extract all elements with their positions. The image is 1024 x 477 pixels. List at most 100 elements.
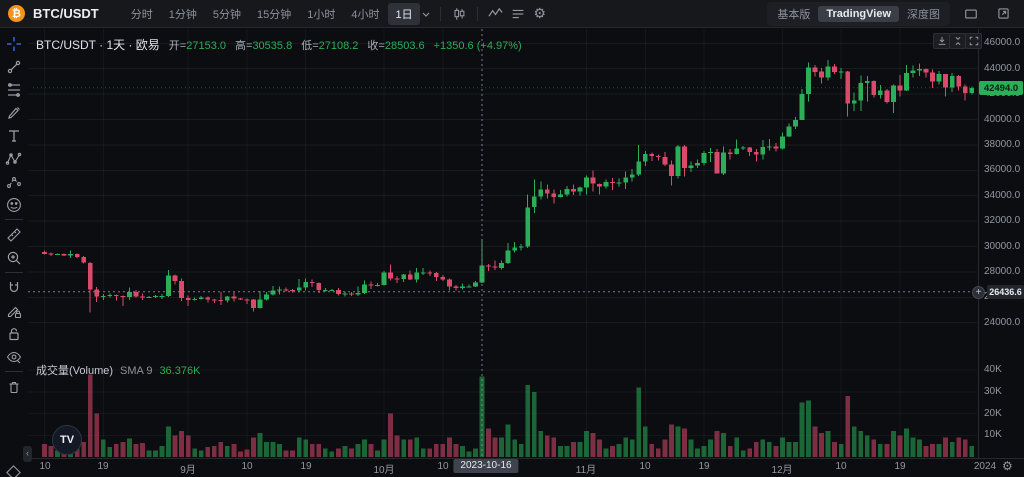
tool-magnet[interactable] (2, 276, 26, 299)
tool-text[interactable] (2, 124, 26, 147)
timeframe-fenshi[interactable]: 分时 (130, 8, 153, 21)
divider (439, 6, 441, 21)
toolbar-divider (5, 371, 23, 372)
grid-layer (28, 29, 977, 457)
crosshair-price-badge: 26436.6 (987, 285, 1024, 299)
volume-tick-label: 30K (984, 386, 1002, 397)
price-tick-label: 44000.0 (984, 63, 1021, 74)
time-axis-labels: 10 19 9月 10 19 10月 10 11月 10 19 12月 10 19 2024 (28, 458, 1000, 477)
lock-all-icon (5, 325, 23, 343)
crosshair-layer (28, 29, 977, 457)
tool-emoji[interactable] (2, 193, 26, 216)
tab-tradingview[interactable]: TradingView (818, 5, 899, 22)
legend-change: +1350.6 (+4.97%) (433, 40, 522, 52)
price-tick-label: 46000.0 (984, 37, 1021, 48)
text-icon (5, 127, 23, 145)
timeframe-1d[interactable]: 1日 (388, 2, 420, 25)
forecast-icon (5, 173, 23, 191)
tool-forecast[interactable] (2, 170, 26, 193)
tab-basic[interactable]: 基本版 (777, 8, 811, 21)
volume-tick-label: 40K (984, 364, 1002, 375)
tool-brush[interactable] (2, 101, 26, 124)
timeframe-5min[interactable]: 5分钟 (212, 8, 241, 21)
last-price-badge: 42494.0 (979, 81, 1023, 95)
time-tick-label: 2024 (973, 461, 997, 472)
magnet-icon (5, 279, 23, 297)
price-tick-label: 30000.0 (984, 241, 1021, 252)
object-tree-icon[interactable] (5, 464, 22, 477)
tool-trend-line[interactable] (2, 55, 26, 78)
volume-tick-label: 10K (984, 429, 1002, 440)
price-tick-label: 34000.0 (984, 190, 1021, 201)
candlestick-layer (42, 59, 975, 313)
price-tick-label: 36000.0 (984, 164, 1021, 175)
brush-icon (5, 104, 23, 122)
tool-remove-all[interactable] (2, 375, 26, 398)
chart-legend: BTC/USDT · 1天 · 欧易 开=27153.0 高=30535.8 低… (36, 36, 522, 53)
indicators-icon[interactable] (485, 4, 507, 24)
time-tick-label: 11月 (575, 465, 597, 476)
tool-ruler[interactable] (2, 223, 26, 246)
tradingview-logo[interactable]: TV (52, 425, 82, 455)
time-tick-label: 19 (97, 461, 109, 472)
fullscreen-icon[interactable] (992, 4, 1014, 24)
settings-gear-icon[interactable]: ⚙ (533, 5, 546, 21)
toolbar-collapse-button[interactable]: ‹ (23, 446, 32, 462)
toolbar-divider (5, 219, 23, 220)
tool-lock-all[interactable] (2, 322, 26, 345)
tool-xabcd-pattern[interactable] (2, 147, 26, 170)
collapse-pane-button[interactable] (949, 33, 966, 49)
legend-open: 开=27153.0 (168, 40, 226, 52)
time-tick-label: 10 (39, 461, 51, 472)
popup-window-icon[interactable] (960, 4, 982, 24)
add-alert-plus-button[interactable]: + (972, 286, 985, 299)
ruler-icon (5, 226, 23, 244)
tool-drawing-mode-lock[interactable] (2, 299, 26, 322)
legend-close: 收=28503.6 (367, 40, 425, 52)
volume-layer (42, 374, 975, 458)
top-toolbar: ₿ BTC/USDT 分时 1分钟 5分钟 15分钟 1小时 4小时 1日 (0, 0, 1024, 28)
volume-legend: 成交量(Volume) SMA 9 36.376K (36, 365, 201, 377)
time-tick-label: 12月 (771, 465, 793, 476)
template-list-icon[interactable] (507, 4, 529, 24)
time-tick-label: 10 (437, 461, 449, 472)
tab-depth[interactable]: 深度图 (907, 8, 940, 21)
price-tick-label: 28000.0 (984, 266, 1021, 277)
tool-hide-all[interactable] (2, 345, 26, 368)
time-axis[interactable] (28, 458, 1024, 477)
timeframe-4h[interactable]: 4小时 (351, 8, 380, 21)
price-tick-label: 24000.0 (984, 317, 1021, 328)
candle-style-icon[interactable] (448, 4, 470, 24)
price-axis[interactable] (978, 29, 979, 458)
time-tick-label: 19 (300, 461, 312, 472)
time-tick-label: 19 (698, 461, 710, 472)
download-button[interactable] (933, 33, 950, 49)
timeframe-15min[interactable]: 15分钟 (256, 8, 292, 21)
legend-high: 高=30535.8 (235, 40, 293, 52)
toolbar-divider (5, 272, 23, 273)
tool-fib-retracement[interactable] (2, 78, 26, 101)
time-tick-label: 19 (894, 461, 906, 472)
tool-crosshair[interactable] (2, 32, 26, 55)
divider (476, 6, 478, 21)
drawing-toolbar (0, 29, 28, 477)
timeframe-1h[interactable]: 1小时 (307, 8, 336, 21)
price-tick-label: 40000.0 (984, 114, 1021, 125)
time-axis-settings-icon[interactable]: ⚙ (1002, 459, 1013, 473)
tool-zoom-in[interactable] (2, 246, 26, 269)
time-tick-label: 10 (241, 461, 253, 472)
xabcd-pattern-icon (5, 150, 23, 168)
time-tick-label: 9月 (180, 465, 196, 476)
chevron-down-icon[interactable] (422, 10, 430, 18)
timeframe-1min[interactable]: 1分钟 (168, 8, 197, 21)
fib-retracement-icon (5, 81, 23, 99)
crosshair-date-badge: 2023-10-16 (453, 459, 519, 473)
volume-tick-label: 20K (984, 408, 1002, 419)
symbol-title: BTC/USDT (33, 6, 99, 21)
btc-logo-icon: ₿ (8, 5, 25, 22)
time-tick-label: 10月 (373, 465, 395, 476)
maximize-button[interactable] (965, 33, 982, 49)
trend-line-icon (5, 58, 23, 76)
hide-all-icon (5, 348, 23, 366)
